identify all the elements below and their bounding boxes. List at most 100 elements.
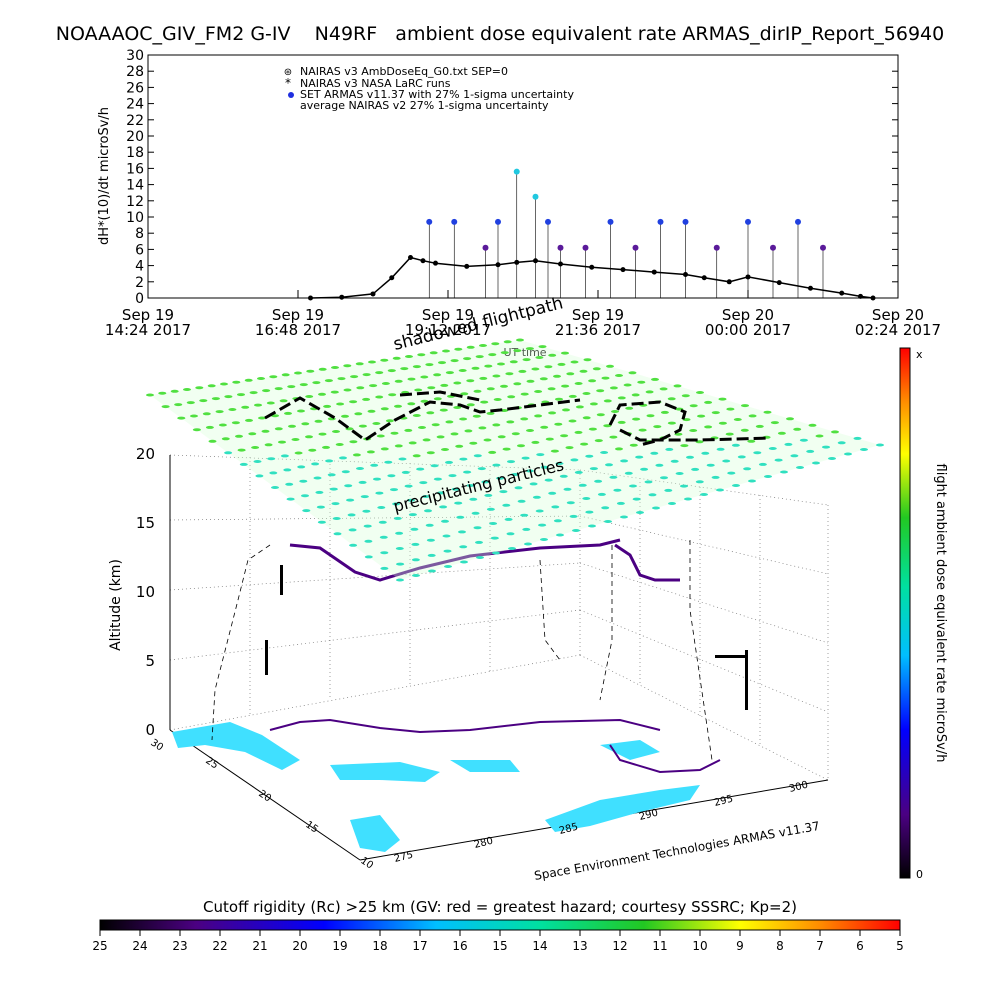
- precip-particle: [412, 414, 421, 417]
- precip-particle: [747, 439, 756, 443]
- precip-particle: [442, 349, 450, 353]
- precip-particle: [706, 463, 715, 467]
- precip-particle: [375, 491, 384, 495]
- precip-particle: [299, 479, 308, 483]
- precip-particle: [380, 407, 389, 411]
- precip-particle: [438, 361, 446, 365]
- bottom-colorbar-title: Cutoff rigidity (Rc) >25 km (GV: red = g…: [203, 898, 797, 916]
- precip-particle: [394, 444, 403, 448]
- armas-data-point: [607, 218, 614, 225]
- precip-particle: [697, 414, 706, 418]
- top-y-axis-label: dH*(10)/dt microSv/h: [97, 107, 112, 245]
- precip-particle: [497, 435, 506, 439]
- precip-particle: [711, 411, 720, 415]
- precip-particle: [208, 439, 217, 443]
- precip-particle: [269, 375, 278, 379]
- precip-particle: [385, 419, 394, 423]
- precip-particle: [286, 497, 295, 501]
- precip-particle: [540, 538, 548, 541]
- precip-particle: [445, 371, 454, 375]
- precip-particle: [488, 353, 497, 357]
- precip-particle: [429, 351, 438, 355]
- precip-particle: [652, 506, 660, 510]
- precip-particle: [199, 399, 208, 403]
- precip-particle: [588, 379, 597, 383]
- precip-particle: [318, 432, 327, 436]
- altitude-axis-label: Altitude (km): [108, 559, 124, 651]
- precip-particle: [241, 405, 250, 409]
- precip-particle: [629, 484, 637, 488]
- precip-particle: [370, 463, 379, 467]
- precip-particle: [378, 520, 387, 524]
- precip-particle: [207, 384, 216, 388]
- top-legend: ⊛ NAIRAS v3 AmbDoseEq_G0.txt SEP=0 * NAI…: [284, 65, 575, 112]
- precip-particle: [479, 344, 487, 347]
- precip-particle: [733, 418, 742, 421]
- precip-particle: [538, 345, 547, 349]
- precip-particle: [262, 389, 271, 393]
- precip-particle: [609, 435, 618, 439]
- precip-particle: [183, 388, 191, 391]
- precip-particle: [545, 437, 554, 441]
- precip-particle: [521, 456, 530, 460]
- precip-particle: [500, 351, 509, 355]
- precip-particle: [251, 446, 260, 449]
- precip-particle: [492, 374, 501, 378]
- bottom-colorbar-tick-label: 19: [332, 939, 347, 953]
- precip-particle: [808, 423, 817, 427]
- precip-particle: [442, 534, 451, 538]
- precip-particle: [640, 467, 649, 471]
- precip-particle: [768, 447, 777, 450]
- precip-particle: [780, 470, 788, 474]
- precip-particle: [588, 427, 597, 431]
- drop-lines: [211, 540, 713, 761]
- nairas-data-point: [808, 285, 813, 291]
- precip-particle: [358, 480, 367, 484]
- precip-particle: [396, 562, 405, 566]
- bottom-colorbar-tick-label: 15: [492, 939, 507, 953]
- longitude-tick: 290: [638, 808, 659, 823]
- precip-particle: [407, 402, 416, 406]
- precip-particle: [525, 469, 534, 473]
- precip-particle: [616, 501, 625, 505]
- precip-particle: [220, 382, 228, 386]
- precip-particle: [327, 473, 336, 477]
- precip-particle: [329, 487, 338, 491]
- precip-particle: [555, 397, 563, 401]
- precip-particle: [215, 410, 224, 414]
- precip-particle: [548, 491, 557, 495]
- bottom-colorbar-tick-label: 8: [776, 939, 784, 953]
- precip-particle: [318, 392, 326, 396]
- precip-particle: [631, 393, 640, 397]
- precip-particle: [477, 467, 486, 471]
- precip-particle: [774, 458, 783, 462]
- precip-particle: [237, 393, 245, 397]
- precip-particle: [427, 553, 436, 557]
- precip-particle: [380, 551, 389, 555]
- armas-data-point: [582, 244, 589, 251]
- precip-particle: [504, 517, 513, 521]
- armas-data-point: [682, 218, 689, 225]
- precip-particle: [441, 519, 449, 523]
- precip-particle: [475, 355, 484, 359]
- armas-data-point: [495, 218, 501, 225]
- precip-particle: [502, 503, 511, 507]
- bottom-colorbar-bar: [99, 919, 901, 931]
- precip-particle: [473, 389, 482, 393]
- precip-particle: [347, 513, 356, 517]
- precip-particle: [496, 476, 505, 480]
- precip-particle: [294, 451, 303, 455]
- precip-particle: [636, 511, 644, 514]
- precip-particle: [364, 539, 373, 543]
- precip-particle: [362, 397, 371, 401]
- precip-particle: [341, 414, 349, 418]
- precip-particle: [740, 428, 749, 432]
- precip-particle: [314, 419, 323, 423]
- precip-particle: [454, 501, 463, 505]
- precip-particle: [473, 526, 482, 530]
- precip-particle: [331, 366, 339, 369]
- precip-particle: [436, 491, 445, 495]
- precip-particle: [620, 515, 628, 519]
- precip-particle: [433, 373, 442, 377]
- precip-particle: [535, 356, 544, 359]
